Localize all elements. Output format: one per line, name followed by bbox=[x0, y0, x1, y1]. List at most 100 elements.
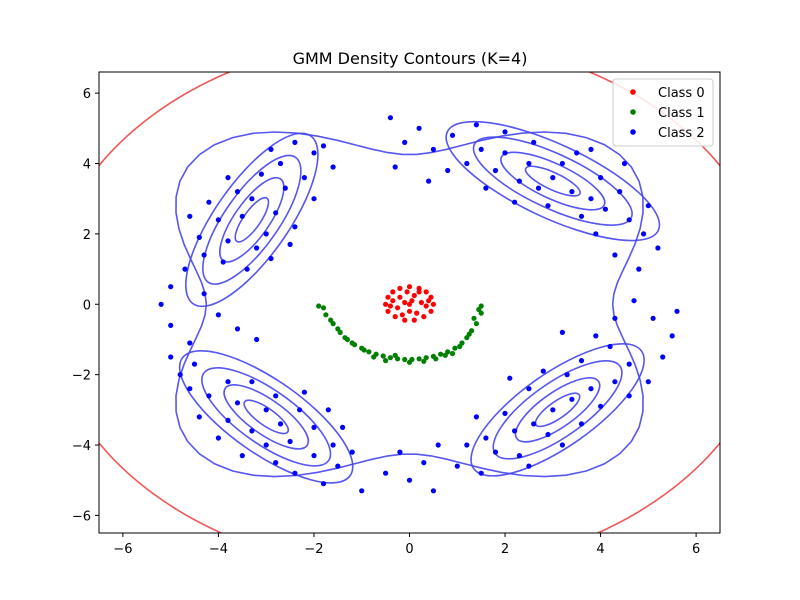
data-point bbox=[421, 460, 427, 466]
data-point bbox=[588, 146, 594, 152]
data-point bbox=[383, 301, 389, 307]
data-point bbox=[559, 160, 566, 167]
data-point bbox=[416, 356, 422, 362]
data-point bbox=[311, 424, 317, 430]
data-point bbox=[502, 410, 508, 416]
data-point bbox=[593, 231, 599, 237]
data-point bbox=[342, 335, 348, 341]
data-point bbox=[466, 331, 472, 337]
data-point bbox=[411, 317, 417, 323]
y-axis: −6 −4 −2 0 2 4 6 bbox=[72, 87, 99, 524]
data-point bbox=[371, 354, 377, 360]
legend-box bbox=[612, 78, 714, 147]
data-point bbox=[426, 298, 432, 304]
data-point bbox=[239, 213, 245, 219]
data-point bbox=[473, 122, 479, 128]
data-point bbox=[478, 146, 484, 152]
data-point bbox=[206, 393, 212, 399]
x-tick-label: −4 bbox=[209, 542, 228, 557]
data-point bbox=[397, 449, 403, 455]
data-point bbox=[516, 453, 523, 459]
data-point bbox=[287, 438, 293, 445]
data-point bbox=[273, 393, 279, 399]
data-point bbox=[361, 347, 367, 353]
data-point bbox=[404, 289, 410, 295]
data-point bbox=[191, 361, 198, 367]
y-tick-label: 6 bbox=[83, 87, 91, 102]
data-point bbox=[483, 435, 489, 441]
data-point bbox=[383, 358, 389, 364]
data-point bbox=[578, 358, 585, 364]
data-point bbox=[330, 164, 336, 170]
legend-label: Class 0 bbox=[658, 86, 705, 101]
data-point bbox=[387, 303, 393, 309]
contour-ellipse-0-2 bbox=[202, 154, 302, 285]
data-point bbox=[626, 361, 632, 367]
data-point bbox=[423, 303, 429, 309]
scatter-points bbox=[158, 115, 680, 494]
data-point bbox=[292, 139, 298, 145]
data-point bbox=[320, 481, 327, 487]
contour-ellipse-1-1 bbox=[500, 151, 606, 211]
data-point bbox=[607, 343, 613, 350]
data-point bbox=[449, 350, 456, 357]
data-point bbox=[335, 326, 341, 332]
data-point bbox=[385, 308, 391, 314]
data-point bbox=[406, 308, 413, 314]
data-point bbox=[282, 185, 288, 191]
data-point bbox=[335, 463, 341, 469]
data-point bbox=[268, 146, 274, 152]
data-point bbox=[550, 407, 556, 413]
data-point bbox=[406, 284, 413, 290]
data-point bbox=[225, 417, 231, 423]
data-point bbox=[502, 129, 508, 135]
y-tick-label: 2 bbox=[83, 228, 91, 243]
data-point bbox=[559, 442, 566, 448]
contour-outer-envelope bbox=[175, 131, 644, 478]
data-point bbox=[196, 234, 202, 240]
data-point bbox=[249, 428, 255, 434]
series-class-1 bbox=[316, 303, 484, 365]
data-point bbox=[550, 175, 556, 181]
x-tick-label: 6 bbox=[692, 542, 700, 557]
data-point bbox=[397, 294, 403, 300]
data-point bbox=[201, 252, 207, 258]
data-point bbox=[414, 310, 420, 316]
contour-ellipse-2-2 bbox=[201, 367, 332, 467]
data-point bbox=[476, 306, 482, 313]
data-point bbox=[330, 442, 336, 448]
data-point bbox=[392, 314, 398, 320]
data-point bbox=[320, 305, 327, 311]
data-point bbox=[225, 238, 231, 244]
data-point bbox=[254, 336, 260, 343]
data-point bbox=[277, 421, 284, 427]
x-tick-label: 4 bbox=[596, 542, 604, 557]
data-point bbox=[507, 375, 513, 381]
data-point bbox=[168, 354, 174, 360]
data-point bbox=[428, 308, 434, 314]
data-point bbox=[598, 175, 604, 181]
data-point bbox=[660, 354, 666, 360]
legend-marker bbox=[630, 129, 636, 135]
data-point bbox=[641, 231, 647, 237]
data-point bbox=[416, 125, 422, 131]
contour-ellipse-3-1 bbox=[514, 377, 601, 443]
data-point bbox=[511, 199, 518, 205]
data-point bbox=[430, 301, 436, 307]
data-point bbox=[273, 210, 279, 216]
data-point bbox=[390, 289, 396, 295]
data-point bbox=[399, 312, 405, 318]
data-point bbox=[612, 379, 618, 385]
data-point bbox=[430, 488, 436, 494]
data-point bbox=[457, 343, 463, 350]
data-point bbox=[423, 289, 429, 295]
data-point bbox=[516, 178, 523, 184]
data-point bbox=[187, 213, 193, 219]
data-point bbox=[526, 160, 532, 167]
data-point bbox=[471, 315, 477, 321]
data-point bbox=[359, 488, 365, 494]
data-point bbox=[340, 424, 346, 430]
data-point bbox=[569, 189, 575, 195]
data-point bbox=[263, 407, 269, 413]
